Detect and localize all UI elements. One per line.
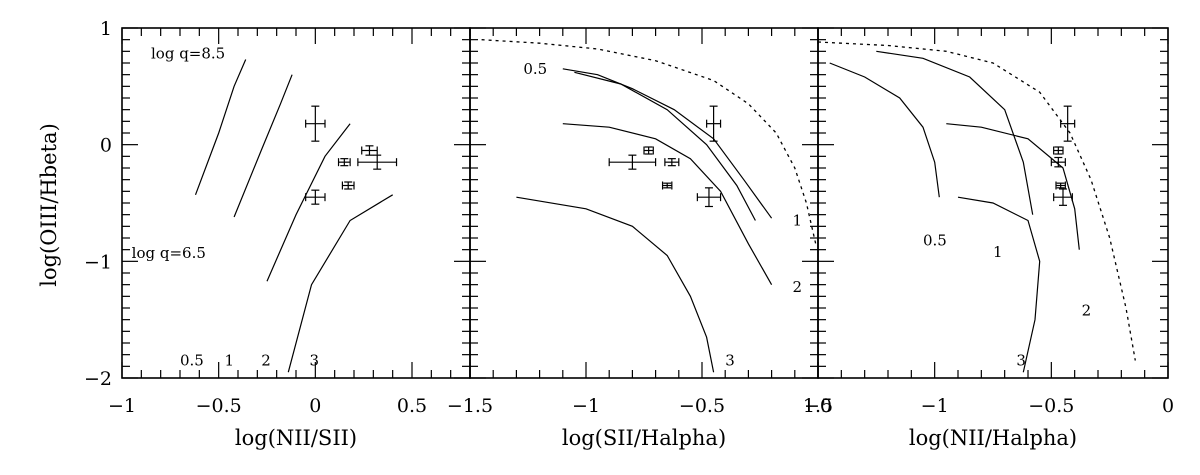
data-point [696, 187, 722, 208]
data-point [608, 154, 657, 170]
curve-label: 1 [224, 352, 234, 370]
x-tick-label: −0.5 [1028, 395, 1074, 417]
data-point [1050, 156, 1066, 168]
x-tick-label: −0.5 [196, 395, 242, 417]
data-point [1055, 181, 1066, 190]
y-tick-label: 1 [100, 18, 112, 40]
panel-1: −1 −0.5 0 0.5 −2 −1 0 1 log(NII/SII) log q=8.5 log… [84, 18, 471, 450]
model-line [266, 123, 351, 282]
data-point [361, 145, 378, 156]
model-line [876, 50, 1034, 215]
curve-label: log q=8.5 [151, 45, 225, 63]
x-tick-label: 1.5 [803, 395, 833, 417]
model-line [233, 74, 293, 218]
curve-label: 1 [993, 243, 1003, 261]
panel-3: 1.5 −1 −0.5 0 log(NII/Halpha) 0.5 1 2 3 [803, 27, 1174, 450]
model-line [946, 123, 1080, 250]
x-tick-label: 0 [1162, 395, 1174, 417]
panels-group: −1 −0.5 0 0.5 −2 −1 0 1 log(NII/SII) log q=8.5 log… [84, 18, 1174, 450]
panel-frame [121, 27, 471, 379]
x-tick-label: −0 [804, 395, 832, 417]
x-tick-label: −1.5 [447, 395, 493, 417]
curve-label: 0.5 [923, 231, 947, 249]
curve-label: 3 [725, 352, 735, 370]
data-point [664, 158, 680, 167]
max-starburst-line [817, 41, 1136, 361]
curve-label: 3 [310, 352, 320, 370]
x-axis-title: log(NII/Halpha) [909, 426, 1077, 450]
y-tick-label: 0 [100, 135, 112, 157]
y-tick-label: −2 [84, 368, 112, 390]
model-line [516, 196, 715, 373]
data-point [305, 189, 326, 205]
curve-label: 1 [792, 212, 802, 230]
x-tick-label: 0 [309, 395, 321, 417]
data-point [1060, 105, 1076, 142]
model-line [957, 196, 1041, 373]
data-point [643, 146, 654, 155]
data-point [357, 154, 398, 170]
model-line [287, 194, 394, 373]
x-tick-label: −1 [572, 395, 600, 417]
curve-label: 2 [792, 278, 802, 296]
y-axis-title: log(OIII/Hbeta) [37, 123, 61, 287]
model-line [562, 68, 773, 219]
curve-label: 3 [1016, 352, 1026, 370]
model-line [574, 71, 756, 221]
data-point [305, 105, 326, 142]
data-point [1053, 146, 1064, 155]
panel-2: −1.5 −1 −0.5 −0 log(SII/Halpha) 0.5 1 2 3 [447, 27, 832, 450]
curve-label: 2 [261, 352, 271, 370]
data-point [1053, 188, 1073, 206]
x-tick-label: −1 [921, 395, 949, 417]
data-point [706, 105, 722, 142]
curve-label: 2 [1082, 301, 1092, 319]
model-line [829, 62, 940, 198]
x-axis-title: log(NII/SII) [235, 426, 357, 450]
curve-label: log q=6.5 [132, 244, 206, 262]
data-point [341, 181, 355, 190]
x-tick-label: 0.5 [397, 395, 427, 417]
x-axis-title: log(SII/Halpha) [562, 426, 726, 450]
panel-frame [469, 27, 819, 379]
x-tick-label: −1 [108, 395, 136, 417]
model-line [562, 123, 773, 285]
data-point [661, 181, 673, 190]
model-line [194, 59, 247, 196]
x-tick-label: −0.5 [679, 395, 725, 417]
data-point [337, 158, 351, 167]
curve-label: 0.5 [523, 60, 547, 78]
curve-label: 0.5 [180, 352, 204, 370]
y-tick-label: −1 [84, 251, 112, 273]
